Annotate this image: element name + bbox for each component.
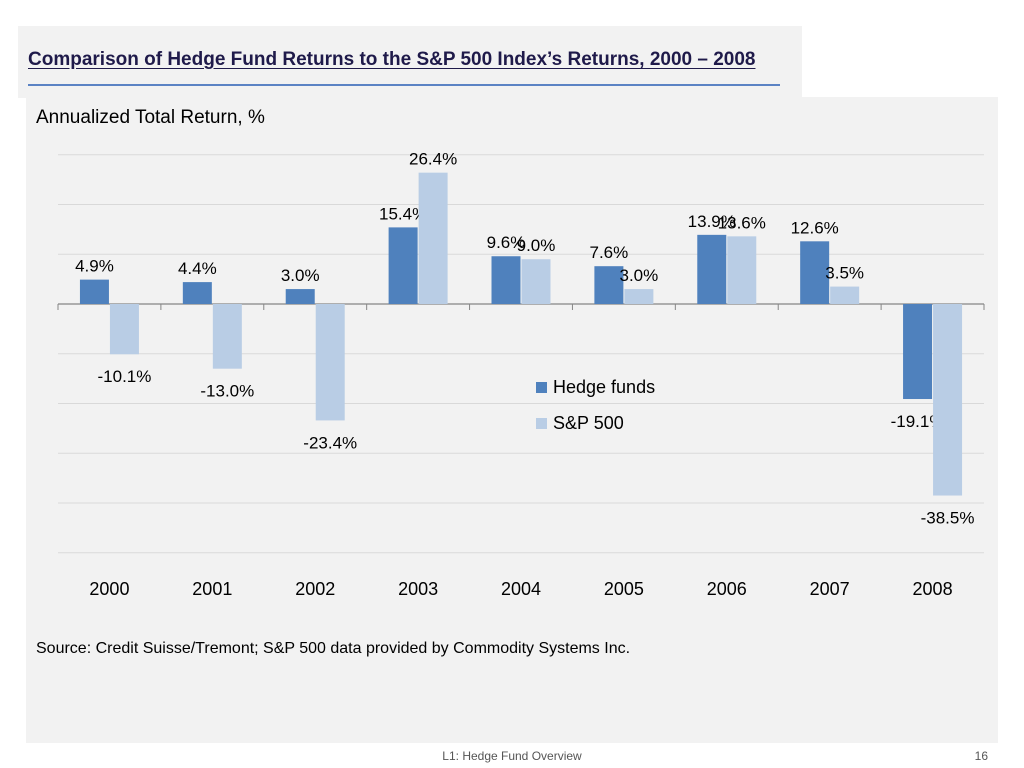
- data-label: -10.1%: [98, 367, 152, 386]
- data-label: 7.6%: [590, 243, 629, 262]
- legend-swatch: [536, 418, 547, 429]
- x-tick-label: 2003: [398, 579, 438, 599]
- data-label: 4.9%: [75, 257, 114, 276]
- title-underline-rule: [28, 84, 780, 86]
- x-tick-label: 2005: [604, 579, 644, 599]
- bar-sp500: [830, 286, 860, 304]
- x-tick-label: 2001: [192, 579, 232, 599]
- data-label: 4.4%: [178, 259, 217, 278]
- bar-sp500: [624, 289, 654, 304]
- bar-sp500: [109, 304, 139, 355]
- data-label: 13.9%: [688, 212, 736, 231]
- x-tick-label: 2006: [707, 579, 747, 599]
- bar-hedge-funds: [285, 289, 315, 304]
- legend-label: Hedge funds: [553, 377, 655, 397]
- data-label: -13.0%: [200, 382, 254, 401]
- title-box: [18, 26, 802, 98]
- data-label: 15.4%: [379, 204, 427, 223]
- x-tick-label: 2007: [810, 579, 850, 599]
- data-label: 9.6%: [487, 233, 526, 252]
- bar-hedge-funds: [491, 256, 521, 304]
- bar-sp500: [418, 172, 448, 304]
- bar-hedge-funds: [182, 282, 212, 304]
- bar-hedge-funds: [594, 266, 624, 304]
- bar-sp500: [315, 304, 345, 421]
- chart-area: Annualized Total Return, % 2000 4.9% -10.1%…: [26, 97, 998, 743]
- data-label: 3.0%: [620, 266, 659, 285]
- bar-hedge-funds: [388, 227, 418, 304]
- chart-title: Comparison of Hedge Fund Returns to the …: [28, 49, 756, 70]
- page-number: 16: [974, 749, 988, 763]
- data-label: 3.5%: [825, 264, 864, 283]
- bar-sp500: [212, 304, 242, 369]
- bar-sp500: [933, 304, 963, 496]
- x-tick-label: 2004: [501, 579, 541, 599]
- legend-label: S&P 500: [553, 413, 624, 433]
- data-label: 26.4%: [409, 150, 457, 169]
- bar-hedge-funds: [79, 279, 109, 304]
- legend-swatch: [536, 382, 547, 393]
- data-label: -38.5%: [921, 509, 975, 528]
- x-tick-label: 2000: [89, 579, 129, 599]
- data-label: 9.0%: [517, 236, 556, 255]
- bar-chart: Annualized Total Return, % 2000 4.9% -10.1%…: [36, 107, 985, 599]
- data-label: 13.6%: [718, 213, 766, 232]
- bar-sp500: [727, 236, 757, 304]
- data-label: -23.4%: [303, 433, 357, 452]
- data-label: -19.1%: [891, 412, 945, 431]
- y-axis-label: Annualized Total Return, %: [36, 107, 265, 128]
- data-label: 12.6%: [791, 218, 839, 237]
- data-label: 3.0%: [281, 266, 320, 285]
- source-note: Source: Credit Suisse/Tremont; S&P 500 d…: [36, 640, 631, 657]
- x-tick-label: 2008: [913, 579, 953, 599]
- bar-hedge-funds: [903, 304, 933, 400]
- bar-hedge-funds: [800, 241, 830, 304]
- bar-hedge-funds: [697, 234, 727, 304]
- x-tick-label: 2002: [295, 579, 335, 599]
- bar-sp500: [521, 259, 551, 304]
- footer-label: L1: Hedge Fund Overview: [442, 749, 582, 763]
